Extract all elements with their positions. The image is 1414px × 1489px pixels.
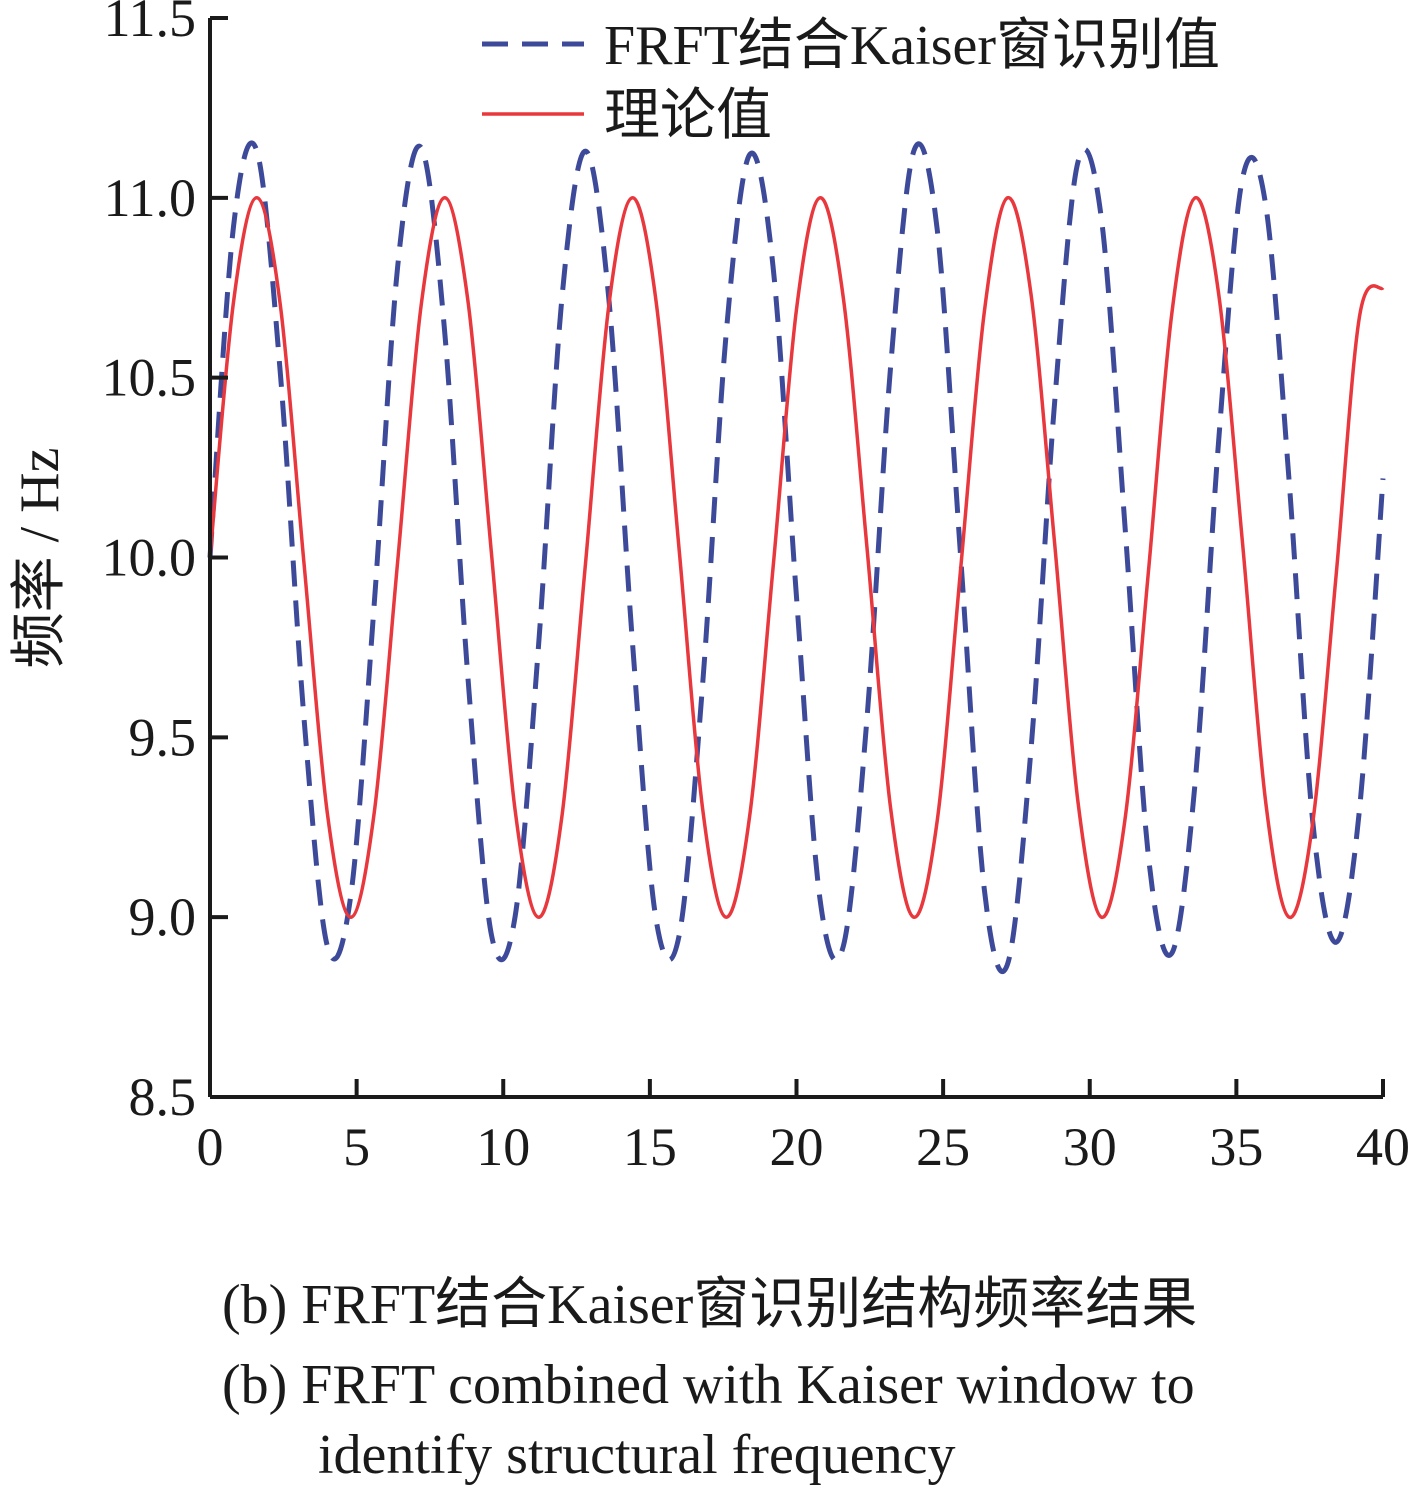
- x-tick-label: 25: [916, 1117, 970, 1177]
- y-axis-title: 频率 / Hz: [9, 448, 71, 669]
- x-tick-label: 5: [343, 1117, 370, 1177]
- x-tick-label: 10: [476, 1117, 530, 1177]
- y-tick-label: 10.0: [102, 528, 197, 588]
- x-tick-label: 0: [197, 1117, 224, 1177]
- series-line-theoretical: [208, 196, 1385, 919]
- caption-line-cn: (b) FRFT结合Kaiser窗识别结构频率结果: [222, 1274, 1198, 1336]
- x-tick-label: 30: [1063, 1117, 1117, 1177]
- y-tick-label: 11.0: [104, 168, 197, 228]
- y-tick-label: 11.5: [104, 0, 197, 48]
- caption-line-en-2: identify structural frequency: [318, 1424, 956, 1486]
- y-tick-label: 9.5: [129, 707, 197, 767]
- axes: 0 5 10 15 20 25 30 35 40 8.5 9.0 9.5 10.0 10.5 11.0 11.…: [9, 0, 1410, 1200]
- x-axis-title: 时间 / s: [708, 1199, 885, 1200]
- x-tick-label: 15: [623, 1117, 677, 1177]
- caption-line-en-1: (b) FRFT combined with Kaiser window to: [222, 1354, 1195, 1416]
- x-tick-label: 40: [1356, 1117, 1410, 1177]
- x-tick-label: 20: [770, 1117, 824, 1177]
- x-tick-label: 35: [1209, 1117, 1263, 1177]
- plot-series: [207, 140, 1386, 974]
- chart: 0 5 10 15 20 25 30 35 40 8.5 9.0 9.5 10.0 10.5 11.0 11.…: [9, 0, 1410, 1200]
- legend-label-theoretical: 理论值: [604, 85, 772, 147]
- y-tick-label: 8.5: [129, 1067, 197, 1127]
- y-tick-label: 9.0: [129, 887, 197, 947]
- y-tick-label: 10.5: [102, 348, 197, 408]
- legend-label-identified: FRFT结合Kaiser窗识别值: [604, 15, 1220, 77]
- series-line-identified: [207, 140, 1386, 974]
